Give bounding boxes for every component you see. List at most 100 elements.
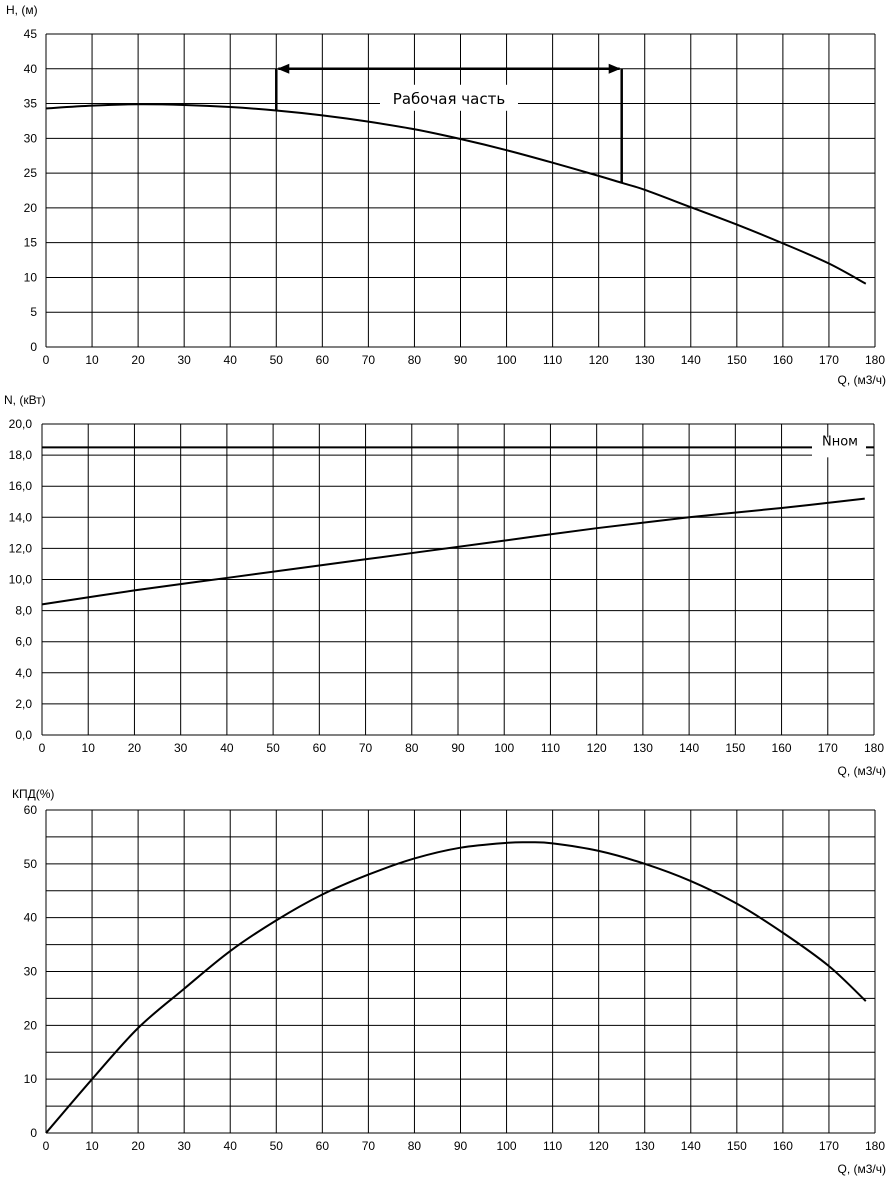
x-axis-label: Q, (м3/ч) [837,1162,886,1176]
x-tick-label: 90 [451,741,465,755]
x-tick-label: 50 [270,1139,284,1153]
x-tick-label: 130 [635,353,655,367]
x-tick-label: 130 [635,1139,655,1153]
y-tick-label: 8,0 [15,604,32,618]
x-tick-label: 170 [818,741,838,755]
y-tick-label: 5 [30,305,37,319]
x-tick-label: 100 [497,1139,517,1153]
x-tick-label: 180 [865,1139,885,1153]
y-tick-label: 30 [24,965,38,979]
series-line [41,497,865,606]
y-tick-label: 4,0 [15,666,32,680]
y-axis-label: H, (м) [6,3,38,17]
y-tick-label: 35 [24,97,38,111]
chart-3: 0 10 20 30 40 50 60 70 80 90 100 110 120 130 140 150 160… [12,787,886,1176]
x-tick-label: 70 [362,353,376,367]
x-tick-label: 90 [454,353,468,367]
x-tick-label: 110 [541,741,560,755]
x-tick-label: 60 [316,1139,330,1153]
x-tick-label: 60 [313,741,327,755]
y-tick-label: 10,0 [9,573,33,587]
x-axis-label: Q, (м3/ч) [837,373,886,387]
x-tick-label: 180 [865,353,885,367]
y-tick-label: 25 [24,166,38,180]
y-tick-label: 10 [24,1072,38,1086]
y-tick-label: 40 [24,62,38,76]
arrowhead-right [608,63,621,74]
x-tick-label: 140 [679,741,699,755]
x-tick-label: 50 [266,741,280,755]
series-line [45,841,867,1134]
y-tick-label: 16,0 [9,479,33,493]
x-tick-label: 120 [589,353,609,367]
series-line [45,103,867,285]
x-tick-label: 160 [773,353,793,367]
x-tick-label: 130 [633,741,653,755]
x-tick-label: 20 [128,741,142,755]
x-tick-label: 170 [819,1139,839,1153]
working-range-label-bg [379,84,518,111]
x-tick-label: 140 [681,353,701,367]
x-tick-label: 140 [681,1139,701,1153]
chart-2: 0 10 20 30 40 50 60 70 80 90 100 110 120 130 140 150 160… [4,393,886,778]
x-tick-label: 110 [543,353,562,367]
y-tick-label: 0,0 [15,728,32,742]
x-tick-label: 150 [727,353,747,367]
x-tick-label: 120 [587,741,607,755]
x-tick-label: 170 [819,353,839,367]
x-axis-label: Q, (м3/ч) [837,764,886,778]
x-tick-label: 80 [408,353,422,367]
x-tick-label: 40 [224,1139,238,1153]
y-tick-label: 15 [24,236,38,250]
x-tick-label: 40 [224,353,238,367]
x-tick-label: 30 [174,741,188,755]
x-tick-label: 60 [316,353,330,367]
y-tick-label: 10 [24,270,38,284]
x-tick-label: 0 [39,741,46,755]
chart-1: 0 10 20 30 40 50 60 70 80 90 100 110 120 130 140 150 160… [6,3,886,387]
x-tick-label: 70 [359,741,373,755]
y-tick-label: 30 [24,131,38,145]
x-tick-label: 0 [43,353,50,367]
y-tick-label: 18,0 [9,448,33,462]
x-tick-label: 80 [405,741,419,755]
y-tick-label: 20 [24,201,38,215]
x-tick-label: 20 [131,1139,145,1153]
x-tick-label: 0 [43,1139,50,1153]
x-tick-label: 180 [864,741,884,755]
x-tick-label: 150 [725,741,745,755]
y-tick-label: 20,0 [9,417,33,431]
y-tick-label: 50 [24,857,38,871]
x-tick-label: 10 [82,741,96,755]
x-tick-label: 100 [497,353,517,367]
y-tick-label: 12,0 [9,541,33,555]
x-tick-label: 70 [362,1139,376,1153]
working-range-label: Рабочая часть [393,90,505,108]
x-tick-label: 30 [177,1139,191,1153]
x-tick-label: 160 [772,741,792,755]
x-tick-label: 50 [270,353,284,367]
x-tick-label: 80 [408,1139,422,1153]
y-tick-label: 0 [30,340,37,354]
x-tick-label: 100 [494,741,514,755]
y-tick-label: 45 [24,27,38,41]
x-tick-label: 160 [773,1139,793,1153]
x-tick-label: 10 [85,353,99,367]
x-tick-label: 120 [589,1139,609,1153]
y-tick-label: 6,0 [15,635,32,649]
x-tick-label: 30 [177,353,191,367]
nominal-power-label: Nном [822,434,858,449]
y-axis-label: КПД(%) [12,787,54,801]
y-tick-label: 0 [30,1126,37,1140]
y-axis-label: N, (кВт) [4,393,46,407]
y-tick-label: 20 [24,1018,38,1032]
y-tick-label: 40 [24,911,38,925]
nominal-power-label-bg [812,437,866,458]
x-tick-label: 20 [131,353,145,367]
x-tick-label: 150 [727,1139,747,1153]
arrowhead-left [277,63,290,74]
x-tick-label: 90 [454,1139,468,1153]
x-tick-label: 40 [220,741,234,755]
y-tick-label: 2,0 [15,697,32,711]
